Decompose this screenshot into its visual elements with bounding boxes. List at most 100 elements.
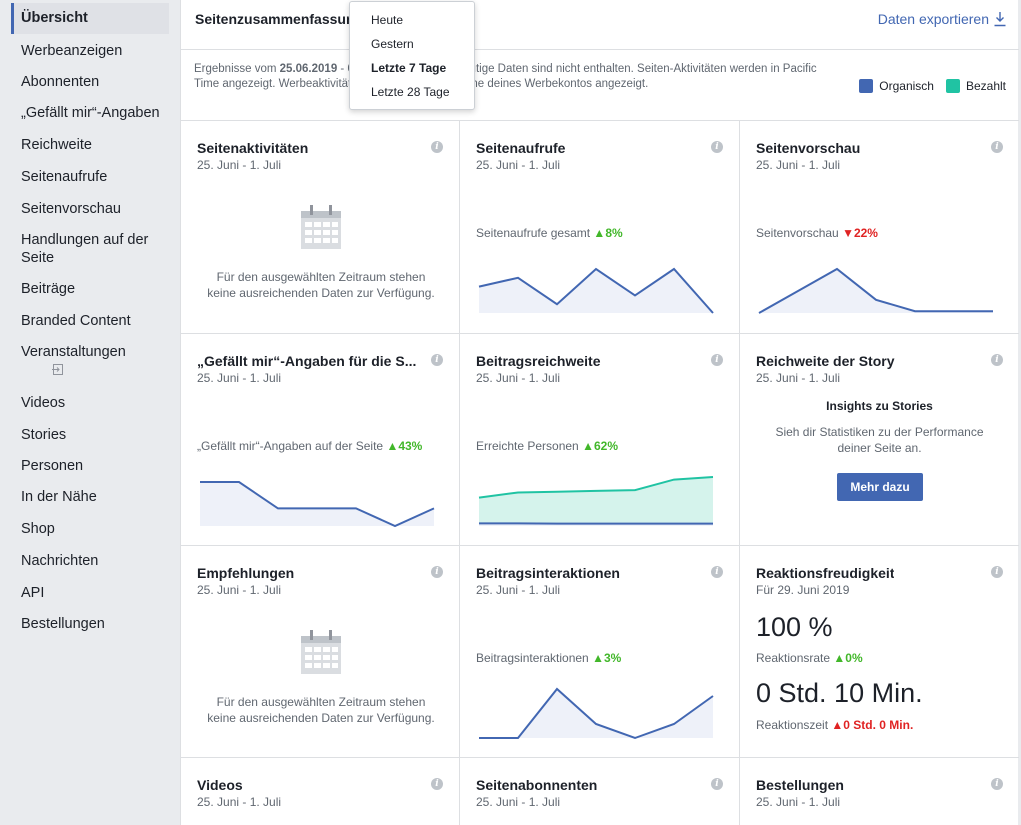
card-date: 25. Juni - 1. Juli bbox=[476, 583, 561, 597]
sidebar-item-stories[interactable]: Stories bbox=[21, 427, 67, 443]
date-range-dropdown: Heute Gestern Letzte 7 Tage Letzte 28 Ta… bbox=[349, 1, 475, 110]
export-data-link[interactable]: Daten exportieren bbox=[878, 11, 1007, 27]
card-seitenaufrufe[interactable]: Seitenaufrufe 25. Juni - 1. Juli i Seite… bbox=[460, 121, 740, 334]
card-date: 25. Juni - 1. Juli bbox=[197, 795, 282, 809]
card-title: Reichweite der Story bbox=[756, 353, 895, 369]
info-icon[interactable]: i bbox=[431, 778, 443, 790]
info-icon[interactable]: i bbox=[991, 566, 1003, 578]
sidebar-item-bestellungen[interactable]: Bestellungen bbox=[21, 616, 105, 632]
areachart-reichweite bbox=[478, 476, 714, 526]
info-icon[interactable]: i bbox=[991, 141, 1003, 153]
metric-change: 22% bbox=[853, 226, 878, 240]
info-icon[interactable]: i bbox=[431, 354, 443, 366]
series-area bbox=[759, 269, 993, 313]
sidebar-item-personen[interactable]: Personen bbox=[21, 458, 84, 474]
dropdown-option-heute[interactable]: Heute bbox=[371, 13, 404, 27]
card-date: 25. Juni - 1. Juli bbox=[197, 158, 282, 172]
sidebar-item-in-der-naehe[interactable]: In der Nähe bbox=[21, 489, 97, 505]
story-heading: Insights zu Stories bbox=[826, 399, 933, 413]
metric-change: 3% bbox=[603, 651, 622, 665]
learn-more-button[interactable]: Mehr dazu bbox=[837, 473, 923, 501]
sidebar-item-nachrichten[interactable]: Nachrichten bbox=[21, 553, 99, 569]
card-empfehlungen[interactable]: Empfehlungen 25. Juni - 1. Juli i Für de… bbox=[181, 546, 460, 758]
card-date: 25. Juni - 1. Juli bbox=[197, 583, 282, 597]
legend-swatch-organic bbox=[859, 79, 874, 93]
dropdown-option-gestern[interactable]: Gestern bbox=[371, 37, 414, 51]
card-seitenaktivitaeten[interactable]: Seitenaktivitäten 25. Juni - 1. Juli i F… bbox=[181, 121, 460, 334]
story-description: Sieh dir Statistiken zu der Performance … bbox=[775, 425, 984, 455]
card-title: Beitragsreichweite bbox=[476, 353, 601, 369]
sidebar-item-handlungen[interactable]: Handlungen auf der Seite bbox=[21, 232, 149, 266]
dropdown-option-letzte-7-tage[interactable]: Letzte 7 Tage bbox=[371, 61, 447, 75]
external-link-icon[interactable] bbox=[52, 363, 64, 376]
sidebar-item-werbeanzeigen[interactable]: Werbeanzeigen bbox=[21, 43, 123, 59]
sidebar-item-likes[interactable]: „Gefällt mir“-Angaben bbox=[21, 105, 160, 121]
sidebar-item-beitraege[interactable]: Beiträge bbox=[21, 281, 76, 297]
sidebar-item-seitenaufrufe[interactable]: Seitenaufrufe bbox=[21, 169, 108, 185]
card-title: „Gefällt mir“-Angaben für die S... bbox=[197, 353, 417, 369]
card-date: 25. Juni - 1. Juli bbox=[756, 371, 841, 385]
insights-sidebar: Übersicht Werbeanzeigen Abonnenten „Gefä… bbox=[0, 0, 180, 825]
card-beitragsreichweite[interactable]: Beitragsreichweite 25. Juni - 1. Juli i … bbox=[460, 334, 740, 546]
card-title: Bestellungen bbox=[756, 777, 844, 793]
legend-organic: Organisch bbox=[879, 79, 934, 93]
sidebar-item-api[interactable]: API bbox=[21, 585, 45, 601]
page-title: Seitenzusammenfassung bbox=[195, 11, 364, 27]
metric-change: 0% bbox=[845, 651, 863, 665]
sidebar-item-branded-content[interactable]: Branded Content bbox=[21, 313, 131, 329]
series-area bbox=[479, 689, 713, 738]
trend-up-icon: ▲ bbox=[593, 226, 606, 240]
card-title: Seitenaktivitäten bbox=[197, 140, 309, 156]
metric-name: Seitenaufrufe gesamt bbox=[476, 226, 591, 240]
metric-label: Erreichte Personen ▲62% bbox=[476, 439, 618, 453]
sparkline-interaktionen bbox=[479, 687, 714, 740]
info-icon[interactable]: i bbox=[991, 778, 1003, 790]
card-date: 25. Juni - 1. Juli bbox=[756, 158, 841, 172]
info-icon[interactable]: i bbox=[711, 778, 723, 790]
card-seitenvorschau[interactable]: Seitenvorschau 25. Juni - 1. Juli i Seit… bbox=[740, 121, 1019, 334]
card-story-reichweite[interactable]: Reichweite der Story 25. Juni - 1. Juli … bbox=[740, 334, 1019, 546]
info-icon[interactable]: i bbox=[711, 566, 723, 578]
card-title: Seitenabonnenten bbox=[476, 777, 598, 793]
trend-up-icon: ▲ bbox=[833, 651, 846, 665]
info-icon[interactable]: i bbox=[991, 354, 1003, 366]
info-icon[interactable]: i bbox=[711, 354, 723, 366]
card-bestellungen[interactable]: Bestellungen 25. Juni - 1. Juli i bbox=[740, 758, 1019, 825]
export-label: Daten exportieren bbox=[877, 11, 989, 27]
trend-up-icon: ▲ bbox=[386, 439, 399, 453]
dropdown-option-letzte-28-tage[interactable]: Letzte 28 Tage bbox=[371, 85, 450, 99]
metric-change: 0 Std. 0 Min. bbox=[843, 718, 914, 732]
calendar-icon bbox=[301, 205, 341, 249]
card-title: Empfehlungen bbox=[197, 565, 295, 581]
sparkline-seitenaufrufe bbox=[478, 267, 714, 314]
sparkline-likes bbox=[200, 481, 435, 528]
sidebar-item-uebersicht[interactable]: Übersicht bbox=[11, 3, 169, 34]
card-reaktionsfreudigkeit[interactable]: Reaktionsfreudigkeit Für 29. Juni 2019 i… bbox=[740, 546, 1019, 758]
metric-name: Beitragsinteraktionen bbox=[476, 651, 589, 665]
sidebar-item-shop[interactable]: Shop bbox=[21, 521, 55, 537]
sidebar-item-abonnenten[interactable]: Abonnenten bbox=[21, 74, 100, 90]
info-icon[interactable]: i bbox=[431, 566, 443, 578]
metric-label: Seitenaufrufe gesamt ▲8% bbox=[476, 226, 623, 240]
metric-name: Seitenvorschau bbox=[756, 226, 839, 240]
sidebar-item-veranstaltungen[interactable]: Veranstaltungen bbox=[21, 344, 126, 360]
card-videos[interactable]: Videos 25. Juni - 1. Juli i bbox=[181, 758, 460, 825]
info-icon[interactable]: i bbox=[431, 141, 443, 153]
summary-grid: Seitenaktivitäten 25. Juni - 1. Juli i F… bbox=[181, 120, 1019, 825]
info-icon[interactable]: i bbox=[711, 141, 723, 153]
sidebar-item-videos[interactable]: Videos bbox=[21, 395, 66, 411]
sidebar-item-reichweite[interactable]: Reichweite bbox=[21, 137, 92, 153]
response-time-label: Reaktionszeit ▲0 Std. 0 Min. bbox=[756, 718, 913, 732]
card-seitenabonnenten[interactable]: Seitenabonnenten 25. Juni - 1. Juli i bbox=[460, 758, 740, 825]
trend-up-icon: ▲ bbox=[582, 439, 594, 453]
trend-up-red-icon: ▲ bbox=[831, 718, 844, 732]
card-beitragsinteraktionen[interactable]: Beitragsinteraktionen 25. Juni - 1. Juli… bbox=[460, 546, 740, 758]
card-likes[interactable]: „Gefällt mir“-Angaben für die S... 25. J… bbox=[181, 334, 460, 546]
trend-down-icon: ▼ bbox=[842, 226, 854, 240]
no-data-message: Für den ausgewählten Zeitraum stehen kei… bbox=[207, 695, 435, 725]
legend-swatch-paid bbox=[945, 79, 960, 93]
sidebar-item-seitenvorschau[interactable]: Seitenvorschau bbox=[21, 201, 121, 217]
card-date: Für 29. Juni 2019 bbox=[756, 583, 850, 597]
card-title: Reaktionsfreudigkeit bbox=[756, 565, 895, 581]
card-title: Seitenaufrufe bbox=[476, 140, 566, 156]
